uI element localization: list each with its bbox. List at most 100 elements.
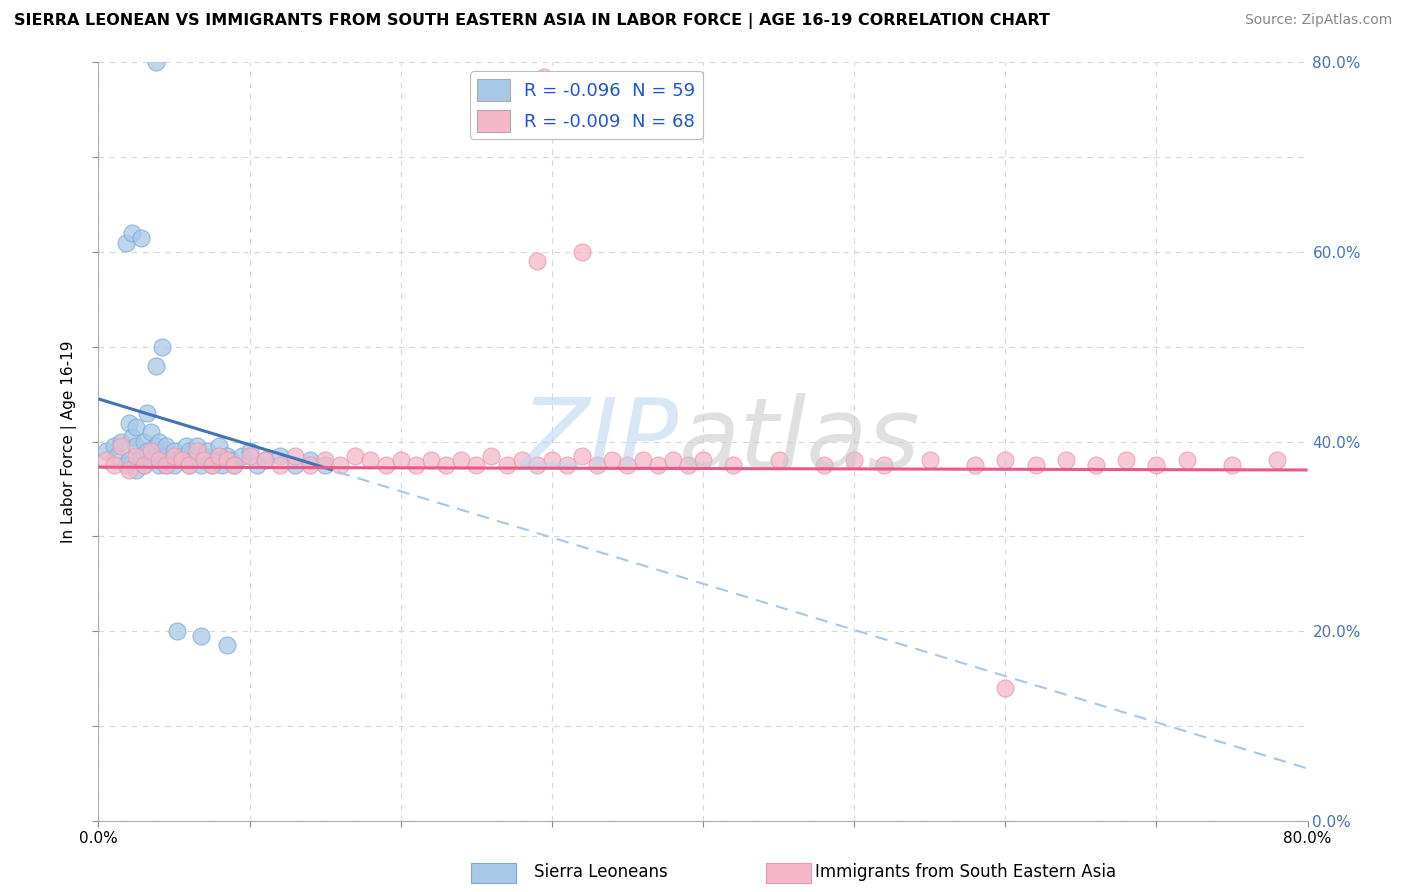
Point bbox=[163, 449, 186, 463]
Text: SIERRA LEONEAN VS IMMIGRANTS FROM SOUTH EASTERN ASIA IN LABOR FORCE | AGE 16-19 : SIERRA LEONEAN VS IMMIGRANTS FROM SOUTH … bbox=[14, 13, 1050, 29]
Point bbox=[602, 453, 624, 467]
Point bbox=[526, 254, 548, 268]
Point bbox=[110, 439, 132, 453]
Point bbox=[160, 453, 183, 467]
Point bbox=[1175, 453, 1198, 467]
Point bbox=[616, 458, 638, 473]
Point bbox=[145, 359, 167, 373]
Point bbox=[205, 453, 228, 467]
Point bbox=[129, 231, 152, 245]
Point bbox=[1115, 453, 1137, 467]
Point bbox=[186, 444, 208, 458]
Point bbox=[631, 453, 654, 467]
Point bbox=[1085, 458, 1108, 473]
Point bbox=[208, 449, 231, 463]
Point bbox=[450, 453, 472, 467]
Point bbox=[420, 453, 443, 467]
Point bbox=[571, 244, 593, 259]
Point bbox=[211, 458, 233, 473]
Point bbox=[768, 453, 790, 467]
Point bbox=[201, 458, 224, 473]
Point bbox=[224, 458, 246, 473]
Point bbox=[179, 458, 201, 473]
Point bbox=[434, 458, 457, 473]
Point bbox=[360, 453, 382, 467]
Text: atlas: atlas bbox=[679, 393, 921, 490]
Point bbox=[94, 453, 117, 467]
Point bbox=[114, 235, 136, 250]
Point bbox=[1220, 458, 1243, 473]
Point bbox=[239, 444, 262, 458]
Point bbox=[201, 458, 224, 473]
Point bbox=[465, 458, 488, 473]
Point bbox=[145, 55, 167, 70]
Point bbox=[148, 453, 170, 467]
Point bbox=[215, 453, 238, 467]
Point bbox=[125, 463, 148, 477]
Point bbox=[148, 458, 170, 473]
Point bbox=[1054, 453, 1077, 467]
Point bbox=[170, 453, 193, 467]
Point bbox=[148, 434, 170, 449]
Point bbox=[132, 458, 155, 473]
Point bbox=[125, 439, 148, 453]
Point bbox=[540, 453, 562, 467]
Point bbox=[221, 453, 243, 467]
Point bbox=[103, 458, 125, 473]
Point bbox=[193, 453, 215, 467]
Point bbox=[284, 449, 307, 463]
Point bbox=[195, 444, 218, 458]
Point bbox=[231, 449, 253, 463]
Point bbox=[661, 453, 683, 467]
Point bbox=[145, 439, 167, 453]
Point bbox=[246, 458, 269, 473]
Point bbox=[190, 458, 212, 473]
Legend: R = -0.096  N = 59, R = -0.009  N = 68: R = -0.096 N = 59, R = -0.009 N = 68 bbox=[470, 71, 703, 139]
Point bbox=[374, 458, 396, 473]
Point bbox=[141, 453, 163, 467]
Point bbox=[284, 458, 307, 473]
Point bbox=[1267, 453, 1289, 467]
Point bbox=[918, 453, 941, 467]
Point bbox=[533, 70, 555, 84]
Point bbox=[132, 434, 155, 449]
Point bbox=[141, 425, 163, 439]
Point bbox=[181, 453, 204, 467]
Point bbox=[813, 458, 835, 473]
Point bbox=[132, 458, 155, 473]
Point bbox=[526, 458, 548, 473]
Point bbox=[405, 458, 427, 473]
Point bbox=[239, 449, 262, 463]
Point bbox=[1024, 458, 1046, 473]
Point bbox=[179, 444, 201, 458]
Point bbox=[135, 406, 157, 420]
Point bbox=[193, 449, 215, 463]
Point bbox=[155, 458, 177, 473]
Point bbox=[481, 449, 503, 463]
Point bbox=[125, 420, 148, 434]
Point bbox=[141, 444, 163, 458]
Point bbox=[299, 453, 322, 467]
Point bbox=[155, 458, 177, 473]
Point bbox=[215, 449, 238, 463]
Point bbox=[170, 449, 193, 463]
Point bbox=[269, 458, 291, 473]
Point bbox=[121, 226, 143, 240]
Point bbox=[135, 444, 157, 458]
Point bbox=[114, 458, 136, 473]
Point bbox=[179, 458, 201, 473]
Text: Source: ZipAtlas.com: Source: ZipAtlas.com bbox=[1244, 13, 1392, 28]
Point bbox=[253, 453, 276, 467]
Point bbox=[314, 458, 336, 473]
Point bbox=[692, 453, 714, 467]
Point bbox=[174, 439, 197, 453]
Point bbox=[495, 458, 517, 473]
Point bbox=[163, 458, 186, 473]
Point bbox=[186, 439, 208, 453]
Point bbox=[125, 449, 148, 463]
Point bbox=[118, 416, 141, 430]
Point bbox=[586, 458, 609, 473]
Text: Sierra Leoneans: Sierra Leoneans bbox=[534, 863, 668, 881]
Point bbox=[94, 444, 117, 458]
Point bbox=[299, 458, 322, 473]
